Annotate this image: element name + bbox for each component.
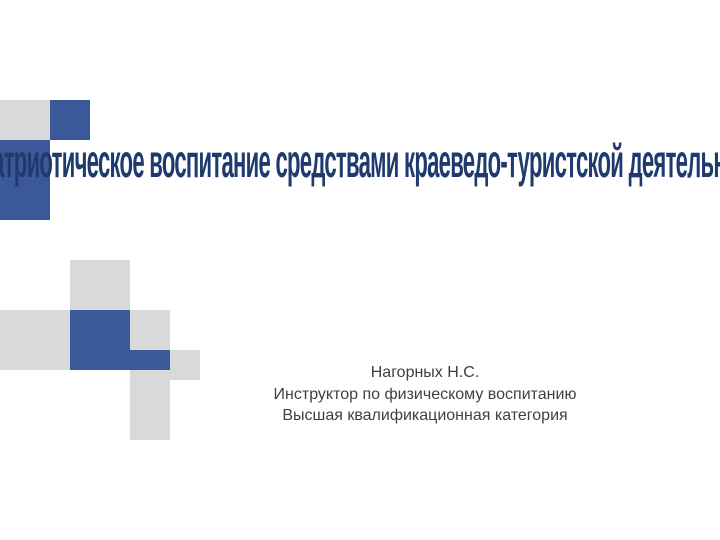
title-container: Патриотическое воспитание средствами кра… bbox=[55, 134, 695, 226]
subtitle-block: Нагорных Н.С. Инструктор по физическому … bbox=[225, 362, 625, 427]
slide-title: Патриотическое воспитание средствами кра… bbox=[0, 134, 720, 188]
author-category: Высшая квалификационная категория bbox=[225, 405, 625, 427]
deco-square bbox=[0, 310, 70, 370]
deco-square bbox=[170, 350, 200, 380]
deco-square bbox=[70, 260, 130, 310]
author-name: Нагорных Н.С. bbox=[225, 362, 625, 384]
author-role: Инструктор по физическому воспитанию bbox=[225, 384, 625, 406]
deco-square bbox=[130, 370, 170, 440]
deco-square bbox=[70, 310, 130, 370]
slide: Патриотическое воспитание средствами кра… bbox=[0, 0, 720, 540]
deco-square bbox=[130, 310, 170, 350]
deco-square bbox=[130, 350, 170, 370]
